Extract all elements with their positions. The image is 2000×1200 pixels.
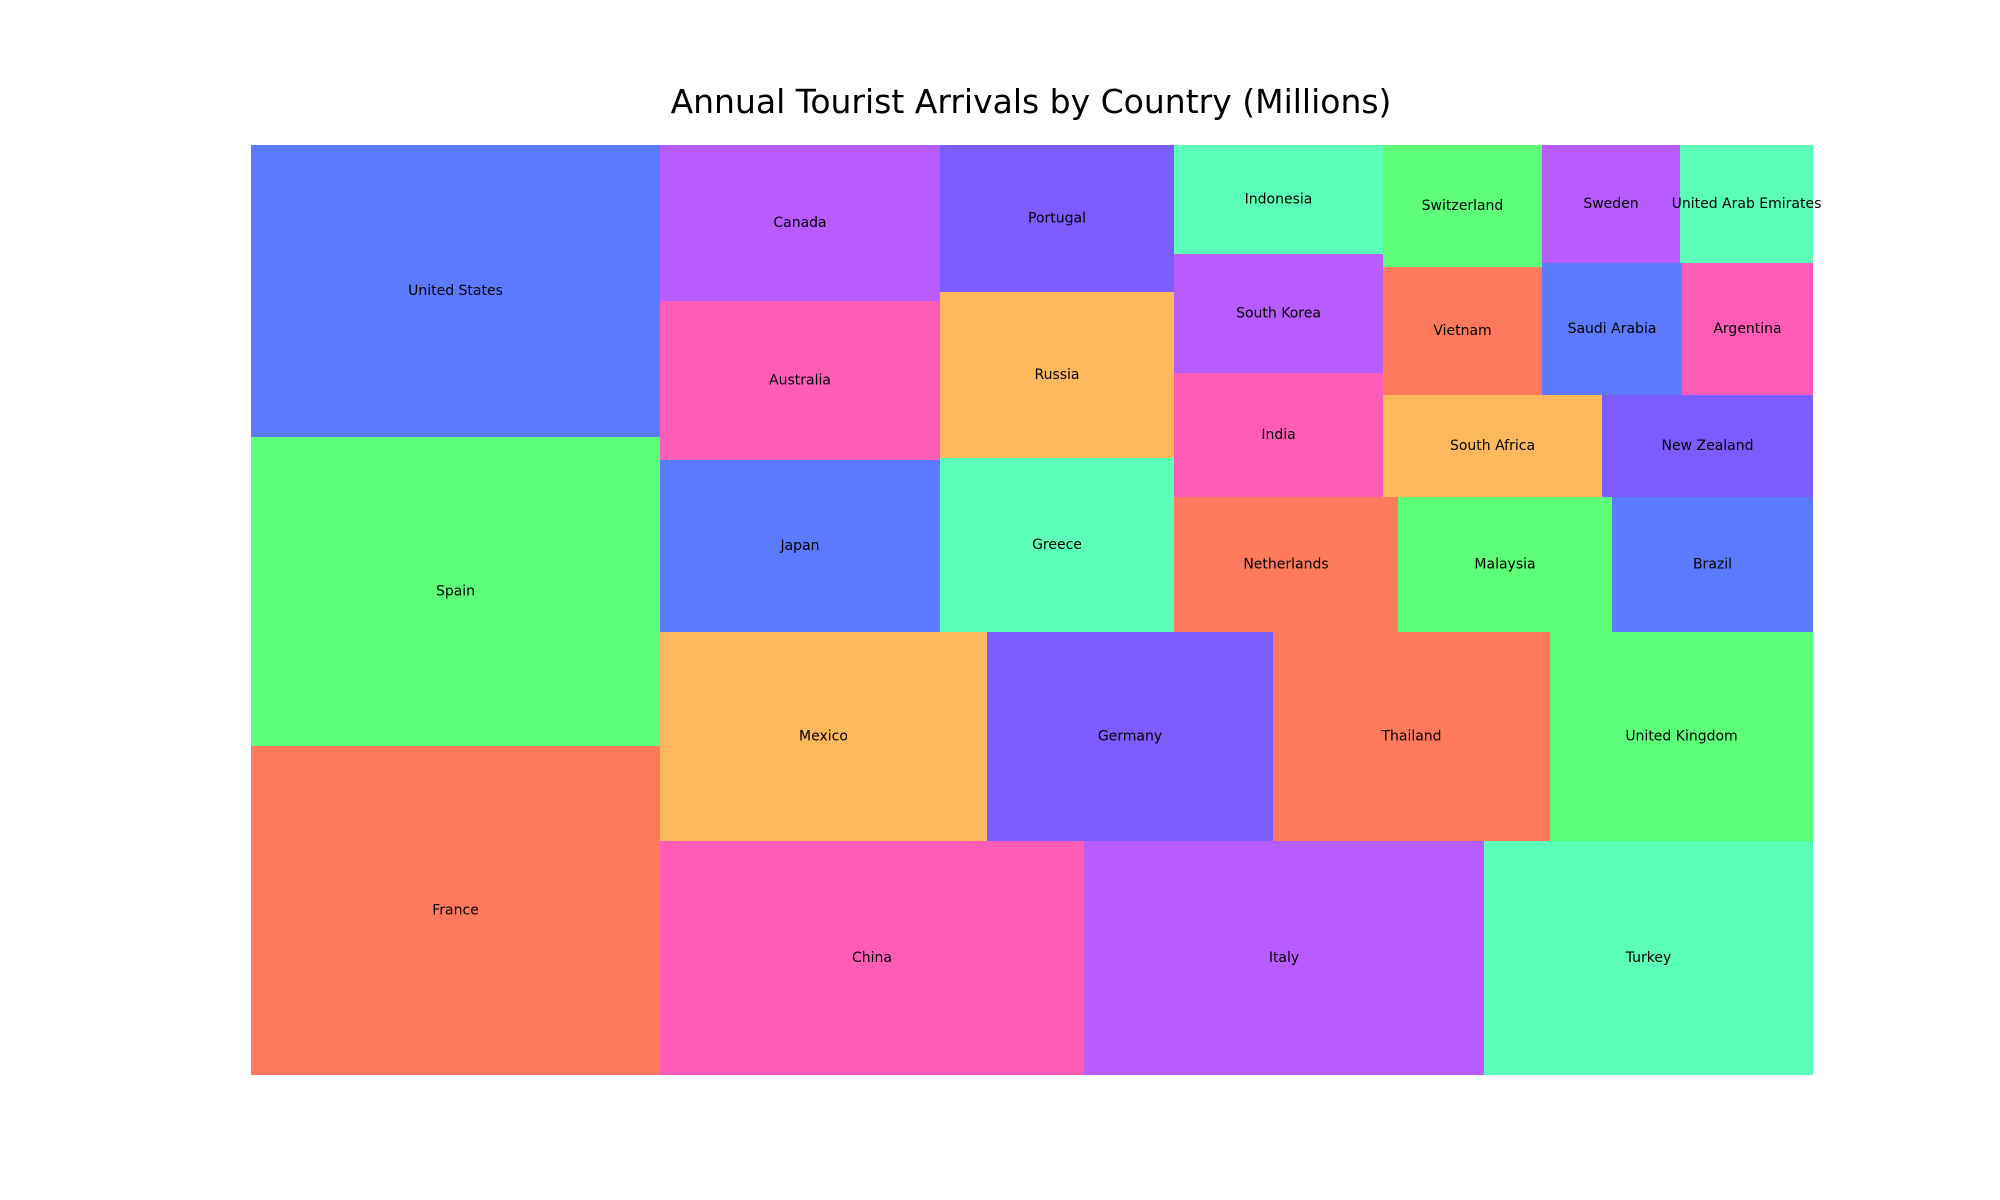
tile-label-china: China	[852, 950, 892, 966]
tile-france	[251, 746, 660, 1075]
tile-netherlands	[1174, 497, 1398, 632]
tile-label-italy: Italy	[1269, 950, 1299, 966]
tile-label-switzerland: Switzerland	[1422, 198, 1504, 214]
tile-brazil	[1612, 497, 1813, 632]
tile-label-germany: Germany	[1098, 729, 1162, 745]
treemap-tiles: France Spain United States China Italy Turkey…	[251, 145, 1821, 1075]
tile-thailand	[1273, 632, 1550, 841]
tile-label-mexico: Mexico	[799, 729, 848, 745]
tile-united-arab-emirates	[1680, 145, 1813, 263]
tile-label-argentina: Argentina	[1713, 321, 1781, 337]
tile-south-korea	[1174, 254, 1383, 373]
tile-united-states	[251, 145, 660, 437]
tile-label-greece: Greece	[1032, 537, 1082, 553]
tile-label-vietnam: Vietnam	[1433, 323, 1491, 339]
tile-russia	[940, 292, 1174, 458]
tile-label-saudi-arabia: Saudi Arabia	[1568, 321, 1657, 337]
tile-label-spain: Spain	[436, 584, 475, 600]
tile-label-france: France	[432, 903, 479, 919]
chart-title: Annual Tourist Arrivals by Country (Mill…	[670, 82, 1392, 121]
tile-label-united-arab-emirates: United Arab Emirates	[1672, 196, 1822, 212]
tile-label-new-zealand: New Zealand	[1662, 438, 1754, 454]
tile-label-turkey: Turkey	[1625, 950, 1672, 966]
tile-label-netherlands: Netherlands	[1243, 557, 1328, 573]
tile-indonesia	[1174, 145, 1383, 254]
tile-label-india: India	[1261, 427, 1295, 443]
tile-label-united-states: United States	[408, 283, 503, 299]
tile-spain	[251, 437, 660, 746]
tile-new-zealand	[1602, 395, 1813, 497]
tile-label-australia: Australia	[769, 373, 831, 389]
tile-label-portugal: Portugal	[1028, 211, 1086, 227]
tile-china	[660, 841, 1084, 1075]
tile-canada	[660, 145, 940, 301]
tile-switzerland	[1383, 145, 1542, 267]
tile-label-south-africa: South Africa	[1450, 438, 1535, 454]
tile-label-japan: Japan	[779, 538, 819, 554]
tile-label-south-korea: South Korea	[1236, 306, 1321, 322]
tile-japan	[660, 460, 940, 632]
tile-label-thailand: Thailand	[1380, 729, 1441, 745]
tile-india	[1174, 373, 1383, 497]
tile-label-canada: Canada	[773, 215, 826, 231]
tile-label-russia: Russia	[1034, 367, 1079, 383]
tile-label-indonesia: Indonesia	[1245, 192, 1313, 208]
tile-label-malaysia: Malaysia	[1474, 557, 1535, 573]
tile-label-sweden: Sweden	[1583, 196, 1638, 212]
tile-south-africa	[1383, 395, 1602, 497]
tile-label-united-kingdom: United Kingdom	[1625, 729, 1737, 745]
tile-vietnam	[1383, 267, 1542, 395]
tile-greece	[940, 458, 1174, 632]
tile-italy	[1084, 841, 1484, 1075]
tile-united-kingdom	[1550, 632, 1813, 841]
tile-portugal	[940, 145, 1174, 292]
tile-australia	[660, 301, 940, 460]
tile-turkey	[1484, 841, 1813, 1075]
tile-argentina	[1682, 263, 1813, 395]
tile-germany	[987, 632, 1273, 841]
tile-mexico	[660, 632, 987, 841]
tile-sweden	[1542, 145, 1680, 263]
tile-malaysia	[1398, 497, 1612, 632]
tile-label-brazil: Brazil	[1693, 557, 1732, 573]
tile-saudi-arabia	[1542, 263, 1682, 395]
